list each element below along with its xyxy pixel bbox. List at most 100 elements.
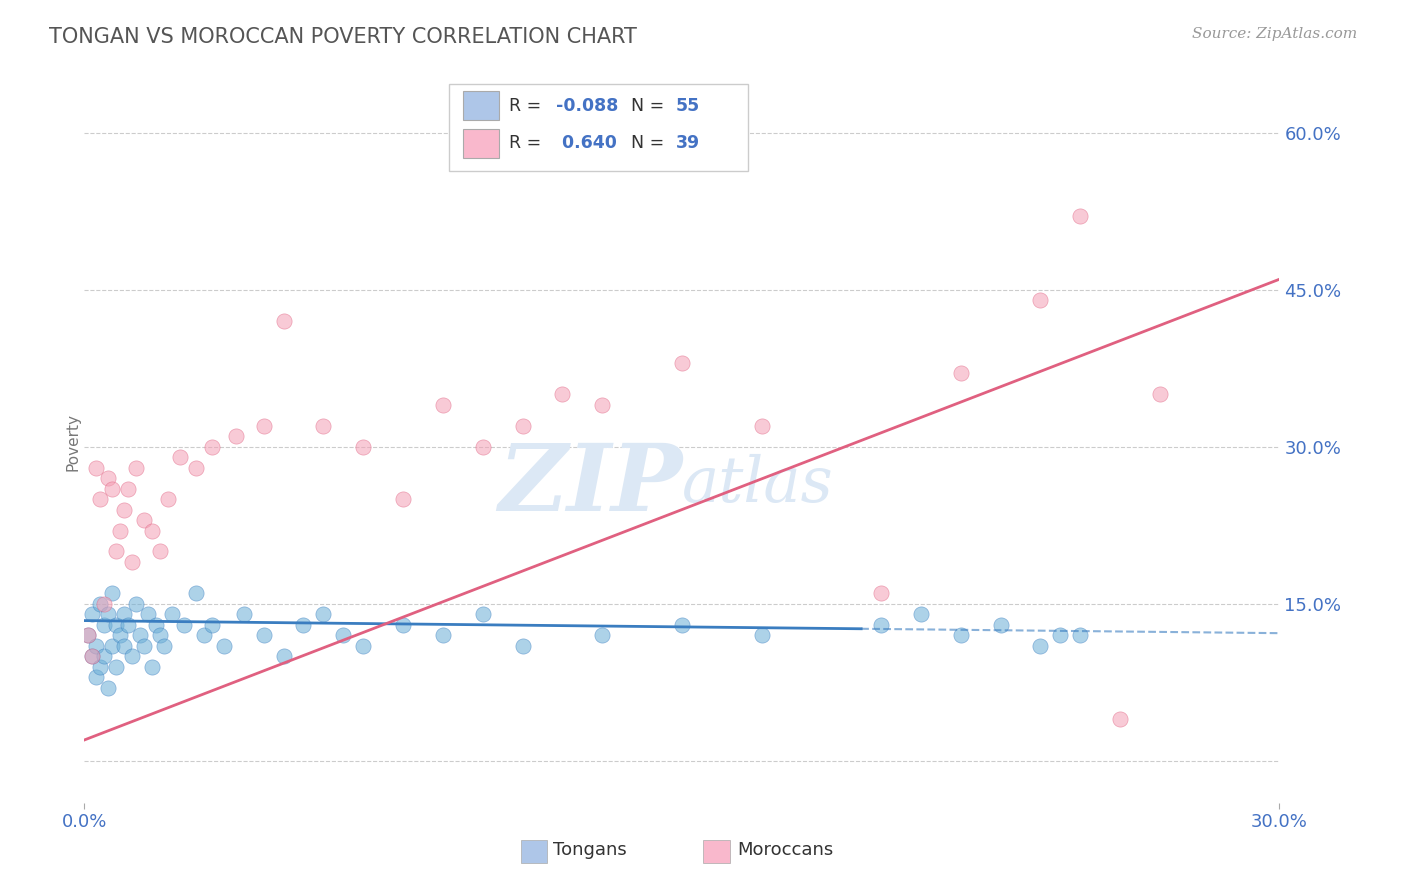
Point: [352, 440, 374, 454]
Point: [432, 628, 454, 642]
Point: [432, 398, 454, 412]
Point: [551, 387, 574, 401]
Point: [870, 586, 893, 600]
Point: [101, 482, 124, 496]
Point: [93, 617, 115, 632]
Point: [173, 617, 195, 632]
Point: [512, 418, 534, 433]
Point: [117, 482, 139, 496]
Point: [225, 429, 247, 443]
Point: [671, 356, 693, 370]
Point: [1069, 210, 1091, 224]
FancyBboxPatch shape: [520, 839, 547, 863]
Point: [117, 617, 139, 632]
Point: [110, 628, 132, 642]
FancyBboxPatch shape: [463, 91, 499, 120]
Point: [1109, 712, 1132, 726]
Point: [101, 639, 124, 653]
Point: [870, 617, 893, 632]
Point: [273, 649, 295, 664]
Point: [332, 628, 354, 642]
Point: [591, 628, 613, 642]
Point: [132, 639, 156, 653]
Point: [77, 628, 100, 642]
Text: Tongans: Tongans: [553, 841, 627, 859]
Point: [105, 544, 128, 558]
Point: [1029, 293, 1052, 308]
FancyBboxPatch shape: [449, 84, 748, 170]
Point: [82, 649, 104, 664]
Point: [949, 367, 972, 381]
Point: [97, 681, 120, 695]
Point: [273, 314, 295, 328]
Text: 55: 55: [676, 96, 700, 114]
Point: [392, 492, 415, 507]
Point: [136, 607, 159, 622]
Text: ZIP: ZIP: [498, 440, 682, 530]
Point: [105, 659, 128, 673]
Point: [82, 607, 104, 622]
Text: N =: N =: [630, 96, 669, 114]
Point: [292, 617, 315, 632]
Point: [1069, 628, 1091, 642]
Point: [129, 628, 152, 642]
Point: [169, 450, 191, 465]
Y-axis label: Poverty: Poverty: [65, 412, 80, 471]
Point: [93, 649, 115, 664]
Point: [89, 492, 111, 507]
Text: 39: 39: [676, 134, 700, 153]
Point: [105, 617, 128, 632]
Point: [312, 607, 335, 622]
Point: [141, 659, 163, 673]
Text: 0.640: 0.640: [557, 134, 617, 153]
Point: [89, 597, 111, 611]
Point: [184, 460, 207, 475]
Point: [153, 639, 176, 653]
Point: [89, 659, 111, 673]
Point: [121, 555, 143, 569]
Point: [149, 628, 172, 642]
Point: [77, 628, 100, 642]
Point: [93, 597, 115, 611]
Point: [990, 617, 1012, 632]
Point: [141, 524, 163, 538]
Point: [97, 471, 120, 485]
Text: N =: N =: [630, 134, 669, 153]
Text: R =: R =: [509, 134, 547, 153]
Point: [253, 418, 276, 433]
Point: [751, 628, 773, 642]
Point: [184, 586, 207, 600]
Point: [193, 628, 215, 642]
Point: [101, 586, 124, 600]
Point: [112, 502, 135, 516]
Text: R =: R =: [509, 96, 547, 114]
Point: [201, 617, 224, 632]
Point: [212, 639, 235, 653]
Point: [86, 460, 108, 475]
Point: [512, 639, 534, 653]
Point: [392, 617, 415, 632]
Point: [1149, 387, 1171, 401]
FancyBboxPatch shape: [703, 839, 730, 863]
Point: [312, 418, 335, 433]
Point: [160, 607, 183, 622]
Point: [86, 670, 108, 684]
Point: [949, 628, 972, 642]
Point: [112, 607, 135, 622]
Point: [125, 597, 148, 611]
Point: [201, 440, 224, 454]
FancyBboxPatch shape: [463, 128, 499, 158]
Text: -0.088: -0.088: [557, 96, 619, 114]
Point: [132, 513, 156, 527]
Point: [253, 628, 276, 642]
Point: [149, 544, 172, 558]
Point: [125, 460, 148, 475]
Point: [86, 639, 108, 653]
Point: [110, 524, 132, 538]
Point: [121, 649, 143, 664]
Point: [1049, 628, 1071, 642]
Text: Source: ZipAtlas.com: Source: ZipAtlas.com: [1191, 27, 1357, 41]
Point: [591, 398, 613, 412]
Point: [910, 607, 932, 622]
Point: [671, 617, 693, 632]
